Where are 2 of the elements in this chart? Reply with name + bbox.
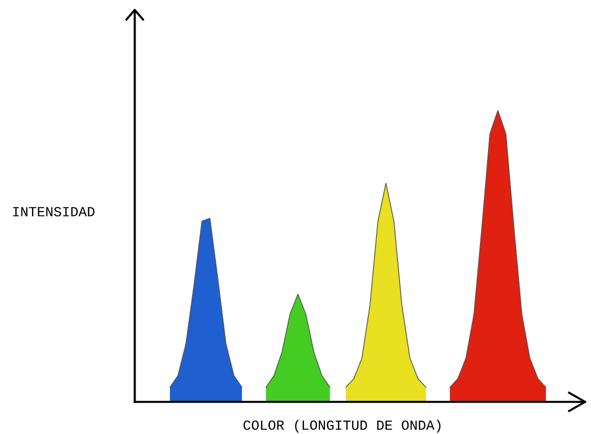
x-axis-title: COLOR (LONGITUD DE ONDA) (244, 420, 440, 433)
y-axis-title: INTENSIDAD (13, 206, 94, 216)
